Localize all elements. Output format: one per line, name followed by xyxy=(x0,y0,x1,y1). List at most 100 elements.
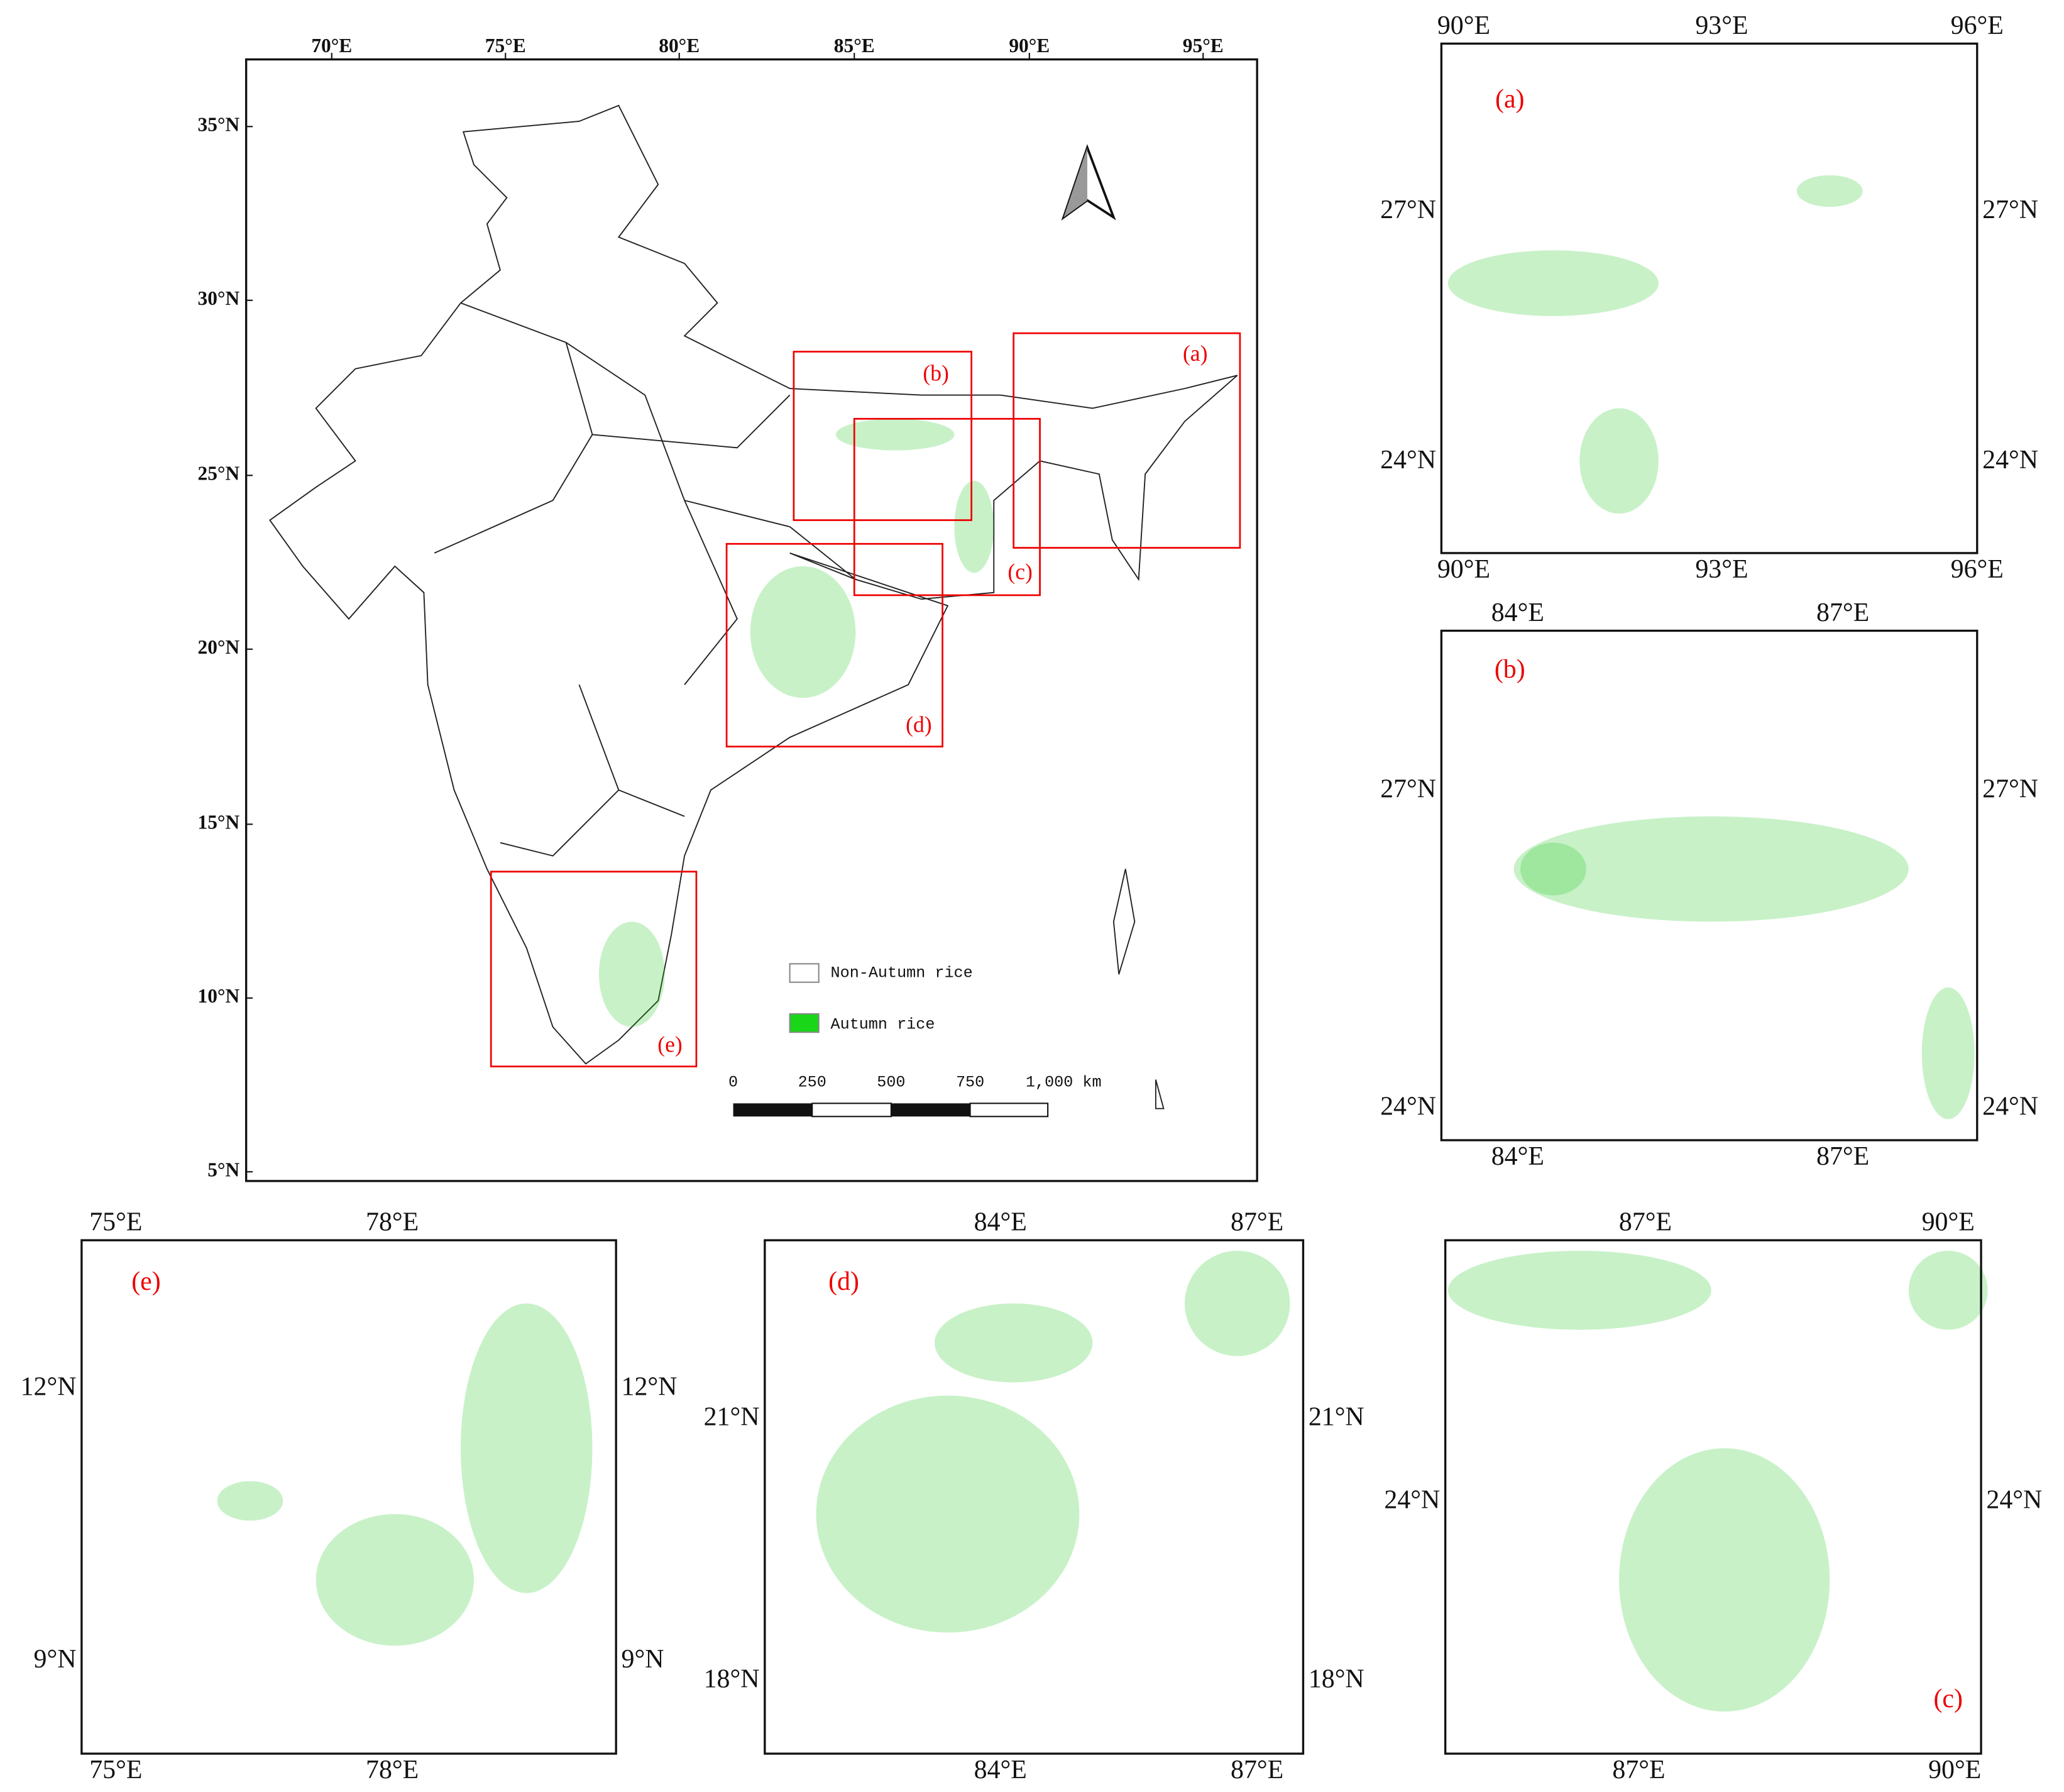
lon-label: 87°E xyxy=(1619,1208,1672,1237)
scale-label: 1,000 km xyxy=(1026,1073,1102,1091)
lon-label: 80°E xyxy=(659,35,700,57)
lon-label: 87°E xyxy=(1231,1208,1283,1237)
lat-label: 5°N xyxy=(207,1158,239,1180)
lat-label: 24°N xyxy=(1986,1486,2042,1515)
scale-label: 500 xyxy=(877,1073,905,1091)
panel-label: (b) xyxy=(1495,655,1525,684)
lat-label: 12°N xyxy=(622,1372,678,1401)
lon-label: 84°E xyxy=(974,1756,1027,1784)
rice-area xyxy=(1447,250,1659,316)
lat-label: 9°N xyxy=(34,1645,77,1674)
rice-area xyxy=(598,921,665,1027)
lat-label: 21°N xyxy=(704,1403,760,1432)
lat-label: 27°N xyxy=(1982,775,2038,804)
panel-frame xyxy=(1444,1239,1982,1755)
lon-label: 87°E xyxy=(1612,1756,1665,1784)
lon-label: 70°E xyxy=(311,35,352,57)
legend-swatch-rice xyxy=(789,1013,820,1033)
panel-frame xyxy=(80,1239,617,1755)
lat-label: 27°N xyxy=(1380,775,1436,804)
lat-label: 12°N xyxy=(21,1372,77,1401)
lon-label: 96°E xyxy=(1951,555,2004,584)
lat-label: 27°N xyxy=(1380,195,1436,224)
rice-area xyxy=(935,1303,1093,1383)
lat-label: 24°N xyxy=(1982,446,2038,475)
lat-label: 25°N xyxy=(198,463,240,485)
lon-label: 87°E xyxy=(1816,598,1869,627)
panel-label: (e) xyxy=(131,1267,160,1296)
rice-area xyxy=(1447,1250,1711,1330)
scale-label: 0 xyxy=(728,1073,738,1091)
inset-box-label: (b) xyxy=(923,360,949,385)
lon-label: 87°E xyxy=(1816,1142,1869,1171)
lon-label: 84°E xyxy=(1491,598,1544,627)
legend-swatch-non-rice xyxy=(789,963,820,983)
inset-box-label: (c) xyxy=(1007,559,1033,585)
lon-label: 85°E xyxy=(834,35,875,57)
lat-label: 20°N xyxy=(198,636,240,658)
inset-box xyxy=(1013,332,1241,549)
panel-frame xyxy=(764,1239,1305,1755)
lon-label: 78°E xyxy=(366,1756,419,1784)
rice-area xyxy=(217,1481,283,1521)
inset-box xyxy=(853,417,1041,596)
lon-label: 96°E xyxy=(1951,11,2004,40)
rice-area xyxy=(835,419,955,451)
inset-box xyxy=(490,871,698,1068)
india-outline xyxy=(269,104,1238,1065)
legend-label: Non-Autumn rice xyxy=(831,964,973,982)
state-borders xyxy=(434,302,856,857)
panel-frame xyxy=(1440,629,1979,1141)
rice-area xyxy=(954,480,994,573)
lat-label: 24°N xyxy=(1380,446,1436,475)
inset-box xyxy=(793,351,973,521)
main-frame xyxy=(244,58,1258,1182)
lat-label: 18°N xyxy=(704,1664,760,1693)
rice-area xyxy=(750,566,856,698)
lon-label: 75°E xyxy=(89,1208,142,1237)
rice-area xyxy=(1796,175,1863,207)
legend-label: Autumn rice xyxy=(831,1015,935,1033)
lon-label: 84°E xyxy=(1491,1142,1544,1171)
lat-label: 9°N xyxy=(622,1645,664,1674)
lon-label: 90°E xyxy=(1009,35,1050,57)
lon-label: 93°E xyxy=(1695,555,1748,584)
panel-label: (d) xyxy=(828,1267,859,1296)
scale-label: 750 xyxy=(956,1073,984,1091)
rice-area xyxy=(1513,816,1909,922)
lat-label: 35°N xyxy=(198,114,240,136)
rice-area xyxy=(1908,1250,1988,1330)
lon-label: 90°E xyxy=(1928,1756,1981,1784)
lon-label: 78°E xyxy=(366,1208,419,1237)
inset-box xyxy=(725,542,943,748)
lon-label: 90°E xyxy=(1922,1208,1975,1237)
lat-label: 18°N xyxy=(1309,1664,1364,1693)
scale-segment xyxy=(891,1103,970,1117)
rice-area xyxy=(1579,408,1659,514)
scale-segment xyxy=(733,1103,813,1117)
lon-label: 75°E xyxy=(485,35,526,57)
lon-label: 75°E xyxy=(89,1756,142,1784)
lon-label: 90°E xyxy=(1437,555,1490,584)
rice-area xyxy=(1921,987,1975,1119)
rice-area xyxy=(1184,1250,1290,1356)
rice-area xyxy=(1619,1448,1830,1712)
lat-label: 24°N xyxy=(1380,1092,1436,1121)
lon-label: 84°E xyxy=(974,1208,1027,1237)
lat-label: 24°N xyxy=(1384,1486,1440,1515)
rice-area xyxy=(816,1395,1080,1633)
lat-label: 24°N xyxy=(1982,1092,2038,1121)
lon-label: 90°E xyxy=(1437,11,1490,40)
lat-label: 30°N xyxy=(198,287,240,309)
scale-label: 250 xyxy=(798,1073,826,1091)
islands xyxy=(1112,869,1165,1109)
rice-area xyxy=(1520,842,1586,896)
lon-label: 95°E xyxy=(1183,35,1224,57)
inset-box-label: (d) xyxy=(906,712,932,737)
panel-frame xyxy=(1440,42,1979,554)
lat-label: 21°N xyxy=(1309,1403,1364,1432)
lon-label: 87°E xyxy=(1231,1756,1283,1784)
lat-label: 27°N xyxy=(1982,195,2038,224)
lat-label: 10°N xyxy=(198,985,240,1007)
